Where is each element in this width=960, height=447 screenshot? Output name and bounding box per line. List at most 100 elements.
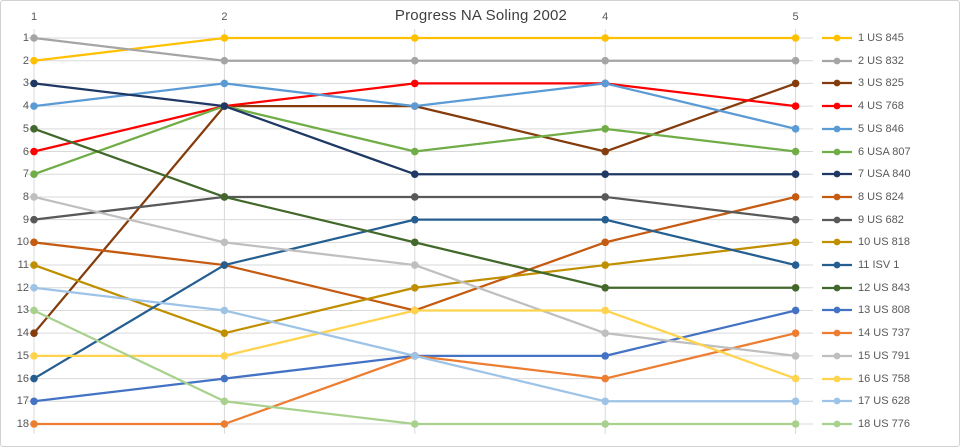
series-17-us-628 <box>30 283 800 406</box>
data-point <box>601 34 609 42</box>
legend-label: 1 US 845 <box>858 32 904 44</box>
data-point <box>30 215 38 224</box>
data-point <box>220 261 229 269</box>
series-12-us-843 <box>30 125 800 292</box>
data-point <box>411 79 419 88</box>
y-axis-label: 8 <box>22 190 29 203</box>
data-point <box>411 147 419 156</box>
data-point <box>791 283 800 292</box>
y-axis-label: 11 <box>17 259 29 272</box>
legend-marker-icon <box>822 329 852 337</box>
y-axis-label: 1 <box>22 32 29 44</box>
data-point <box>791 193 800 201</box>
legend-marker-icon <box>822 170 852 178</box>
legend-label: 11 ISV 1 <box>858 259 900 272</box>
data-point <box>791 352 800 360</box>
y-axis-label: 15 <box>16 349 29 362</box>
y-axis-label: 13 <box>16 304 29 317</box>
legend-item: 6 USA 807 <box>821 145 911 159</box>
data-point <box>601 352 609 360</box>
legend-item: 11 ISV 1 <box>821 258 899 272</box>
x-axis-label: 5 <box>792 11 799 23</box>
data-point <box>30 238 38 247</box>
data-point <box>791 397 800 406</box>
y-axis-label: 2 <box>22 54 29 67</box>
data-point <box>220 102 229 110</box>
data-point <box>601 420 609 428</box>
legend-marker-icon <box>822 284 852 292</box>
data-point <box>30 352 38 360</box>
legend-marker-icon <box>822 80 852 87</box>
data-point <box>791 420 800 428</box>
y-axis-label: 6 <box>22 145 29 158</box>
data-point <box>411 215 419 224</box>
legend-marker-icon <box>822 420 852 428</box>
legend-item: 14 US 737 <box>821 326 910 340</box>
legend-marker-icon <box>822 148 852 155</box>
y-axis-label: 3 <box>22 77 29 90</box>
data-point <box>411 306 419 315</box>
legend-label: 2 US 832 <box>858 54 904 67</box>
data-point <box>30 374 38 383</box>
series-18-us-776 <box>30 306 800 428</box>
data-point <box>791 102 800 110</box>
data-point <box>220 34 229 42</box>
data-point <box>791 374 800 383</box>
data-point <box>791 170 800 179</box>
data-point <box>30 170 38 179</box>
legend-label: 7 USA 840 <box>858 168 911 181</box>
legend-item: 10 US 818 <box>821 235 910 249</box>
series-10-us-818 <box>30 238 800 337</box>
legend: 1 US 845 2 US 832 3 US 825 4 US 768 5 US 846… <box>821 1 957 446</box>
data-point <box>30 283 38 292</box>
data-point <box>791 215 800 224</box>
data-point <box>601 283 609 292</box>
legend-item: 3 US 825 <box>821 76 904 90</box>
data-point <box>30 420 38 428</box>
legend-item: 9 US 682 <box>821 213 904 227</box>
series-5-us-846 <box>30 79 800 133</box>
data-point <box>411 238 419 247</box>
data-point <box>601 374 609 383</box>
legend-item: 8 US 824 <box>821 190 904 204</box>
x-axis-label: 1 <box>30 11 38 23</box>
data-point <box>601 397 609 406</box>
data-point <box>601 170 609 179</box>
data-point <box>30 79 38 88</box>
data-point <box>791 34 800 42</box>
legend-item: 1 US 845 <box>821 31 904 45</box>
legend-label: 16 US 758 <box>858 372 910 385</box>
data-point <box>30 397 38 406</box>
y-axis-label: 10 <box>16 236 29 249</box>
data-point <box>220 397 229 406</box>
legend-marker-icon <box>822 352 852 360</box>
legend-marker-icon <box>822 216 852 224</box>
data-point <box>30 147 38 156</box>
data-point <box>411 193 419 201</box>
data-point <box>220 79 229 88</box>
data-point <box>30 125 38 133</box>
legend-item: 7 USA 840 <box>821 167 911 181</box>
data-point <box>411 56 419 65</box>
data-point <box>601 79 609 88</box>
data-point <box>411 420 419 428</box>
series-15-us-791 <box>30 193 800 360</box>
data-point <box>601 215 609 224</box>
data-point <box>601 261 609 269</box>
legend-marker-icon <box>822 238 852 246</box>
data-point <box>601 147 609 156</box>
y-axis-label: 4 <box>22 100 29 113</box>
data-point <box>791 125 800 133</box>
legend-marker-icon <box>822 375 852 382</box>
data-point <box>791 261 800 269</box>
data-point <box>601 125 609 133</box>
y-axis-label: 18 <box>16 418 29 430</box>
legend-label: 12 US 843 <box>858 281 910 294</box>
legend-label: 18 US 776 <box>858 418 910 430</box>
y-axis-label: 5 <box>22 122 29 135</box>
data-point <box>601 306 609 315</box>
legend-label: 17 US 628 <box>858 395 910 408</box>
data-point <box>220 374 229 383</box>
data-point <box>411 170 419 179</box>
